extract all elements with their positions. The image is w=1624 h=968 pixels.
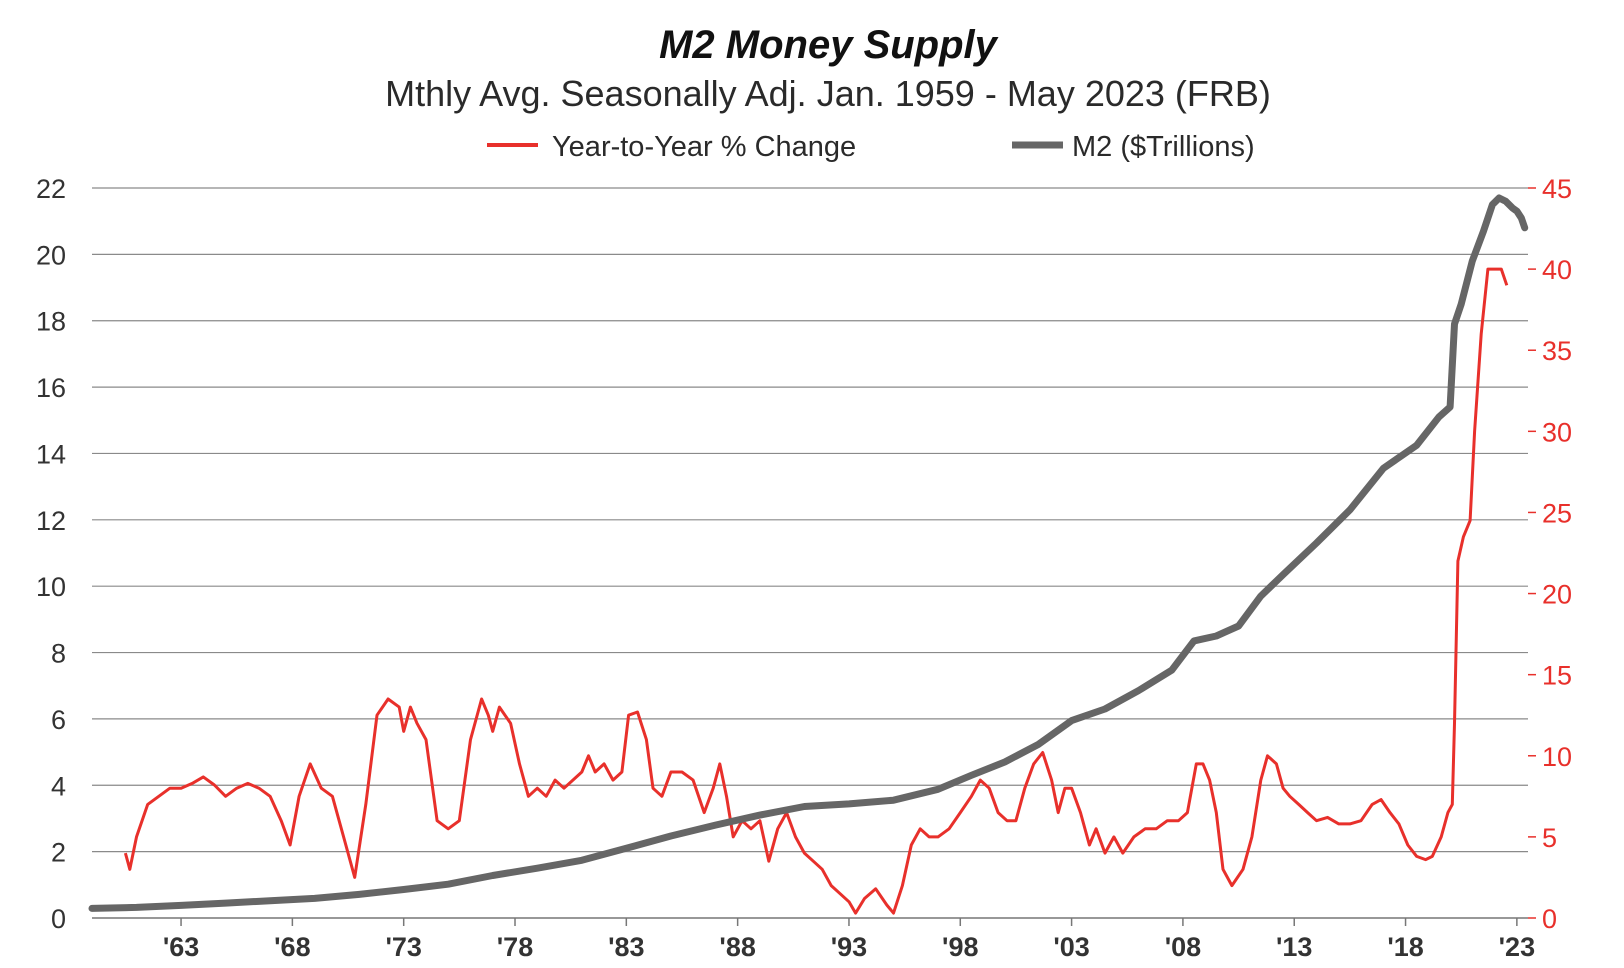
x-tick-label: '18 [1387, 932, 1423, 962]
y-left-tick-label: 4 [51, 771, 66, 801]
y-right-tick-label: 10 [1542, 742, 1572, 772]
series-lines [88, 194, 1529, 915]
gridlines [92, 187, 1528, 853]
x-tick-label: '83 [608, 932, 644, 962]
y-right-tick-label: 5 [1542, 823, 1557, 853]
legend: Year-to-Year % Change M2 ($Trillions) [487, 131, 1255, 163]
y-right-tick-label: 40 [1542, 255, 1572, 285]
legend-label-yoy: Year-to-Year % Change [552, 131, 856, 163]
x-tick-label: '03 [1053, 932, 1089, 962]
y-left-tick-label: 10 [36, 572, 66, 602]
x-tick-label: '88 [719, 932, 755, 962]
y-left-tick-label: 22 [36, 174, 66, 204]
x-tick-label: '73 [385, 932, 421, 962]
yoy-change-line [123, 267, 1509, 915]
left-axis-ticks: 0 2 4 6 8 10 12 14 16 18 20 22 [36, 174, 66, 934]
y-left-tick-label: 2 [51, 838, 66, 868]
right-axis-ticks: 0 5 10 15 20 25 30 35 40 45 [1528, 174, 1572, 934]
y-right-tick-label: 45 [1542, 174, 1572, 204]
m2-line [88, 194, 1529, 912]
y-left-tick-label: 16 [36, 373, 66, 403]
y-left-tick-label: 8 [51, 639, 66, 669]
y-left-tick-label: 20 [36, 240, 66, 270]
y-right-tick-label: 30 [1542, 417, 1572, 447]
y-right-tick-label: 20 [1542, 580, 1572, 610]
y-left-tick-label: 14 [36, 439, 66, 469]
x-tick-label: '98 [942, 932, 978, 962]
y-left-tick-label: 6 [51, 705, 66, 735]
y-right-tick-label: 15 [1542, 661, 1572, 691]
y-right-tick-label: 0 [1542, 904, 1557, 934]
y-right-tick-label: 25 [1542, 498, 1572, 528]
y-right-tick-label: 35 [1542, 336, 1572, 366]
x-tick-label: '23 [1499, 932, 1535, 962]
x-axis-ticks: '63 '68 '73 '78 '83 '88 '93 '98 '03 '08 '13 '18 '23 [163, 918, 1535, 962]
x-tick-label: '63 [163, 932, 199, 962]
x-tick-label: '78 [497, 932, 533, 962]
x-tick-label: '68 [274, 932, 310, 962]
chart-subtitle: Mthly Avg. Seasonally Adj. Jan. 1959 - M… [385, 73, 1271, 114]
x-tick-label: '13 [1276, 932, 1312, 962]
y-left-tick-label: 0 [51, 904, 66, 934]
legend-label-m2: M2 ($Trillions) [1072, 131, 1255, 163]
chart-title: M2 Money Supply [659, 23, 999, 67]
x-tick-label: '93 [831, 932, 867, 962]
y-left-tick-label: 18 [36, 307, 66, 337]
x-tick-label: '08 [1165, 932, 1201, 962]
y-left-tick-label: 12 [36, 506, 66, 536]
